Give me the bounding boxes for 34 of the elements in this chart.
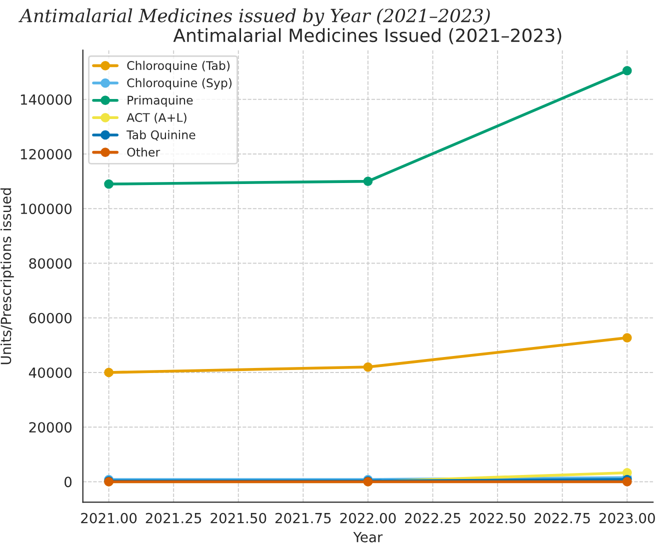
point [622, 477, 632, 486]
point [104, 368, 114, 378]
x-tick-label: 2022.00 [340, 512, 396, 524]
y-tick-label: 120000 [20, 148, 72, 160]
legend-label: Other [127, 147, 160, 157]
y-axis-title: Units/Prescriptions issued [0, 188, 14, 364]
legend-label: Chloroquine (Syp) [127, 78, 232, 90]
legend-label: Tab Quinine [126, 130, 196, 141]
x-tick-label: 2021.00 [81, 512, 137, 524]
y-tick-label: 60000 [29, 312, 72, 324]
x-tick-label: 2022.25 [405, 512, 460, 524]
x-tick-label: 2022.75 [534, 512, 590, 524]
point [104, 179, 114, 189]
x-tick-label: 2021.25 [146, 512, 202, 524]
y-tick-label: 80000 [29, 258, 72, 269]
chart-title: Antimalarial Medicines Issued (2021–2023) [173, 28, 562, 44]
x-axis-title: Year [353, 532, 383, 542]
point [363, 176, 373, 186]
x-tick-label: 2022.50 [470, 512, 526, 524]
x-tick-label: 2021.50 [210, 512, 266, 524]
point [622, 333, 632, 342]
text: Antimalarial Medicines issued by Year (2021–2023) [18, 8, 490, 26]
y-tick-label: 100000 [20, 204, 72, 214]
y-tick-label: 140000 [20, 94, 72, 105]
y-tick-label: 40000 [28, 367, 72, 378]
legend-label: Chloroquine (Tab) [127, 60, 230, 72]
y-tick-label: 0 [64, 476, 72, 488]
legend-label: ACT (A+L) [126, 112, 186, 124]
point [622, 66, 632, 76]
y-tick-label: 20000 [29, 422, 72, 433]
legend-label: Primaquine [128, 96, 193, 107]
x-tick-label: 2023.00 [599, 512, 655, 524]
x-tick-label: 2021.75 [275, 512, 331, 524]
point [363, 362, 373, 372]
